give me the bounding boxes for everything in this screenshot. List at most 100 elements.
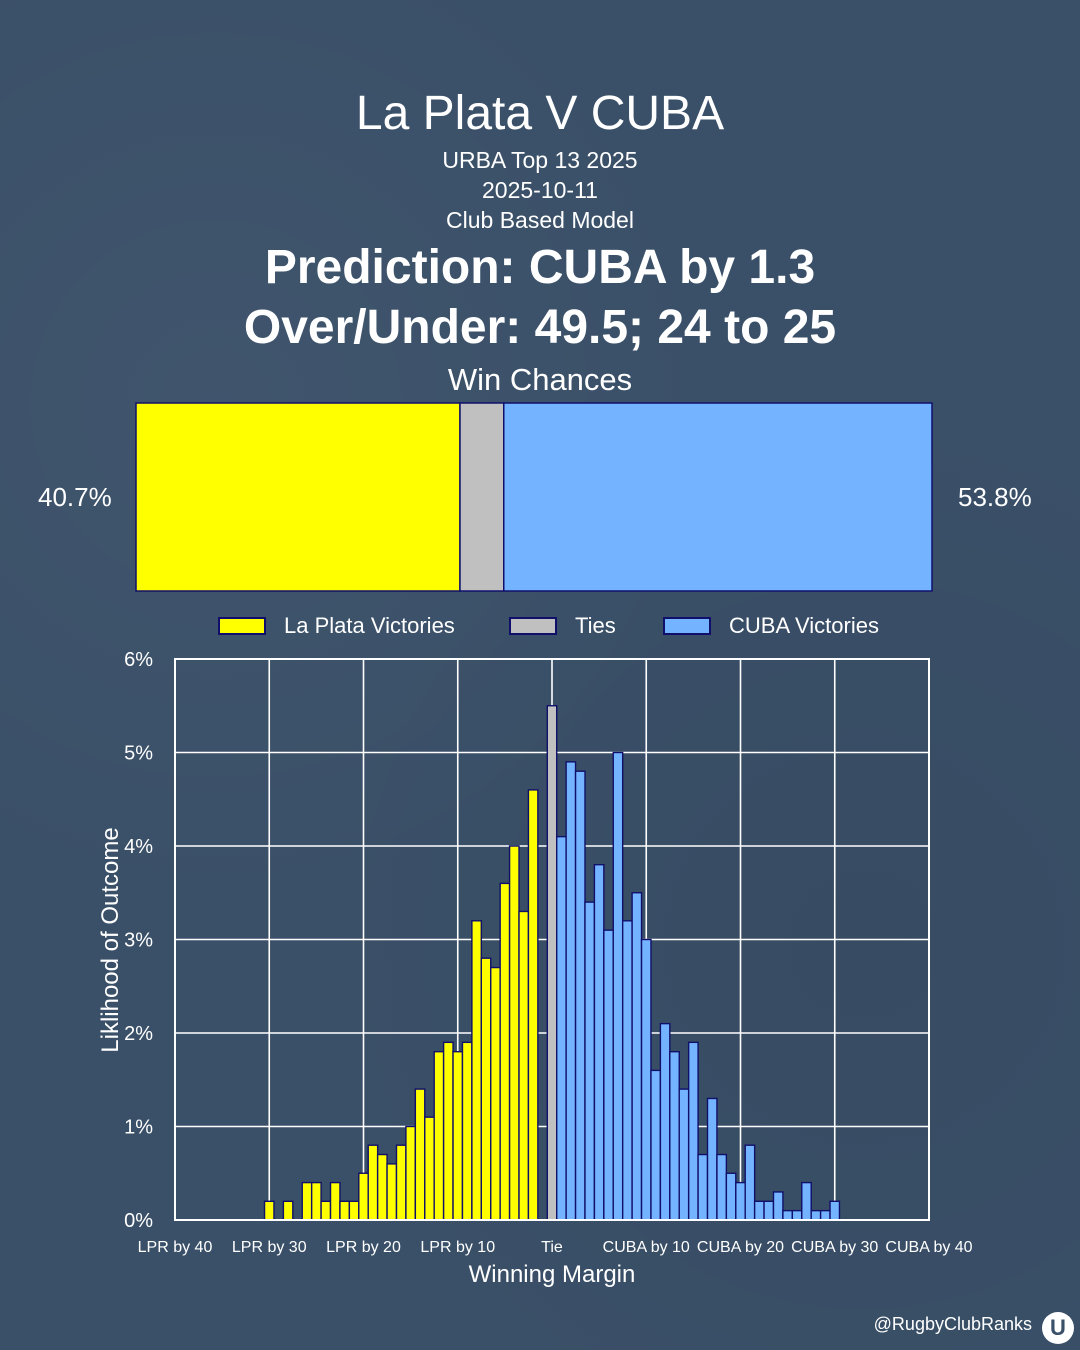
bar-away — [744, 1144, 756, 1221]
model-label: Club Based Model — [446, 207, 634, 233]
legend-label-away: CUBA Victories — [729, 613, 879, 638]
home-win-segment — [135, 402, 461, 592]
bar-home — [301, 1181, 313, 1221]
bar-home — [508, 845, 520, 1221]
x-tick-label: LPR by 10 — [420, 1239, 495, 1256]
bar-away — [593, 863, 605, 1221]
bar-away — [603, 929, 614, 1221]
bar-away — [772, 1191, 784, 1221]
bar-home — [263, 1200, 275, 1221]
bar-away — [716, 1153, 728, 1221]
bar-home — [376, 1153, 388, 1221]
bar-home — [461, 1041, 473, 1221]
bar-home — [433, 1051, 445, 1221]
bar-away — [640, 938, 652, 1221]
bar-away — [650, 1069, 662, 1221]
bar-away — [819, 1209, 831, 1221]
over-under-text: Over/Under: 49.5; 24 to 25 — [243, 301, 837, 354]
away-win-segment — [503, 402, 933, 592]
x-tick-label: Tie — [541, 1239, 563, 1256]
bar-away — [782, 1209, 794, 1221]
bar-away — [669, 1051, 680, 1221]
win-chances-title: Win Chances — [447, 362, 633, 397]
y-tick-label: 4% — [124, 836, 153, 858]
tie-segment — [459, 402, 505, 592]
bar-home — [471, 920, 483, 1221]
bar-home — [386, 1163, 398, 1221]
legend-swatch-away — [663, 617, 711, 635]
bar-away — [556, 835, 567, 1221]
away-win-percent: 53.8% — [958, 482, 1032, 512]
legend-label-tie: Ties — [575, 613, 616, 638]
bar-away — [584, 901, 596, 1221]
bar-home — [442, 1041, 454, 1221]
bar-home — [452, 1051, 464, 1221]
bar-home — [367, 1144, 379, 1221]
bar-away — [631, 892, 643, 1221]
chart-legend: La Plata Victories Ties CUBA Victories — [0, 610, 1080, 642]
legend-item-home: La Plata Victories — [218, 610, 455, 642]
bar-away — [791, 1209, 803, 1221]
bar-home — [282, 1200, 294, 1221]
bar-home — [310, 1181, 322, 1221]
footer-handle: @RugbyClubRanks — [873, 1314, 1032, 1334]
competition-label: URBA Top 13 2025 — [442, 147, 638, 173]
bar-away — [621, 920, 633, 1221]
bar-away — [612, 751, 624, 1221]
bar-away — [687, 1041, 699, 1221]
y-tick-label: 1% — [124, 1117, 153, 1139]
bar-home — [320, 1200, 332, 1221]
bar-home — [490, 966, 501, 1221]
y-tick-label: 2% — [124, 1023, 153, 1045]
bar-home — [395, 1144, 407, 1221]
bar-home — [348, 1200, 360, 1221]
bar-home — [329, 1181, 341, 1221]
bar-tie — [546, 705, 558, 1221]
bar-away — [565, 761, 577, 1221]
bar-home — [414, 1088, 426, 1221]
x-axis-label: Winning Margin — [469, 1261, 636, 1288]
page-title: La Plata V CUBA — [355, 87, 725, 140]
bars — [263, 705, 841, 1221]
bar-away — [678, 1088, 690, 1221]
home-win-percent: 40.7% — [38, 482, 112, 512]
bar-home — [518, 910, 530, 1221]
bar-away — [763, 1200, 775, 1221]
bar-home — [358, 1172, 369, 1221]
legend-swatch-home — [218, 617, 266, 635]
bar-away — [801, 1181, 812, 1221]
y-tick-label: 5% — [124, 743, 153, 765]
bar-away — [810, 1209, 822, 1221]
rugby-club-ranks-logo: U — [1042, 1312, 1074, 1344]
x-tick-label: LPR by 30 — [232, 1239, 307, 1256]
bar-home — [339, 1200, 351, 1221]
bar-away — [574, 770, 586, 1221]
y-axis-label: Liklihood of Outcome — [97, 827, 124, 1052]
x-tick-label: LPR by 20 — [326, 1239, 401, 1256]
plot-frame — [174, 658, 930, 1221]
bar-away — [697, 1153, 709, 1221]
bar-home — [480, 957, 492, 1221]
bar-home — [527, 789, 539, 1221]
match-date: 2025-10-11 — [482, 177, 598, 203]
x-tick-label: CUBA by 40 — [885, 1239, 972, 1256]
bar-away — [659, 1022, 671, 1221]
legend-swatch-tie — [509, 617, 557, 635]
bar-home — [499, 882, 511, 1221]
bar-away — [753, 1200, 765, 1221]
bar-away — [725, 1172, 737, 1221]
bar-home — [405, 1125, 417, 1221]
bar-home — [424, 1116, 435, 1221]
margin-histogram: 0%1%2%3%4%5%6% LPR by 40 LPR by 30 LPR by … — [97, 649, 973, 1288]
legend-label-home: La Plata Victories — [284, 613, 455, 638]
x-tick-label: CUBA by 30 — [791, 1239, 878, 1256]
bar-away — [735, 1181, 746, 1221]
legend-item-tie: Ties — [509, 610, 616, 642]
x-tick-label: LPR by 40 — [138, 1239, 213, 1256]
y-tick-label: 3% — [124, 930, 153, 952]
y-tick-label: 0% — [124, 1210, 153, 1232]
x-tick-labels: LPR by 40 LPR by 30 LPR by 20 LPR by 10 Tie C… — [138, 1239, 973, 1256]
x-tick-label: CUBA by 10 — [603, 1239, 690, 1256]
bar-away — [829, 1200, 841, 1221]
